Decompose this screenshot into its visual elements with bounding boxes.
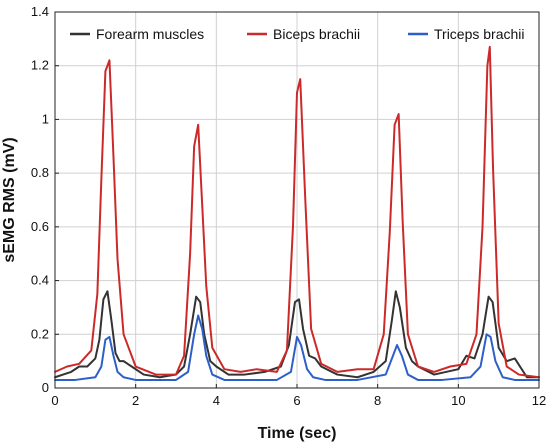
y-tick-label: 1.4 [31,4,49,19]
x-tick-label: 0 [51,393,58,408]
grid [55,12,539,388]
x-tick-label: 6 [293,393,300,408]
legend-label-forearm-muscles: Forearm muscles [96,26,204,42]
x-axis-ticks: 0 2 4 6 8 10 12 [51,384,546,408]
legend-label-triceps-brachii: Triceps brachii [434,26,525,42]
y-tick-label: 0.8 [31,165,49,180]
x-tick-label: 4 [213,393,220,408]
series-layer [54,45,540,381]
legend-label-biceps-brachii: Biceps brachii [273,26,360,42]
x-axis-title: Time (sec) [258,425,337,442]
x-tick-label: 12 [532,393,546,408]
x-tick-label: 8 [374,393,381,408]
y-tick-label: 0.4 [31,273,49,288]
y-tick-label: 1 [42,111,49,126]
legend: Forearm muscles Biceps brachii Triceps bra… [70,26,525,42]
series-line-forearm-muscles [54,290,540,379]
y-axis-title: sEMG RMS (mV) [1,137,18,262]
y-tick-label: 0.6 [31,219,49,234]
y-axis-ticks: 0 0.2 0.4 0.6 0.8 1 1.2 1.4 [31,4,59,395]
y-tick-label: 0.2 [31,326,49,341]
x-tick-label: 2 [132,393,139,408]
x-tick-label: 10 [451,393,465,408]
series-line-biceps-brachii [54,45,540,379]
y-tick-label: 0 [42,380,49,395]
series-line-triceps-brachii [54,314,540,381]
y-tick-label: 1.2 [31,58,49,73]
